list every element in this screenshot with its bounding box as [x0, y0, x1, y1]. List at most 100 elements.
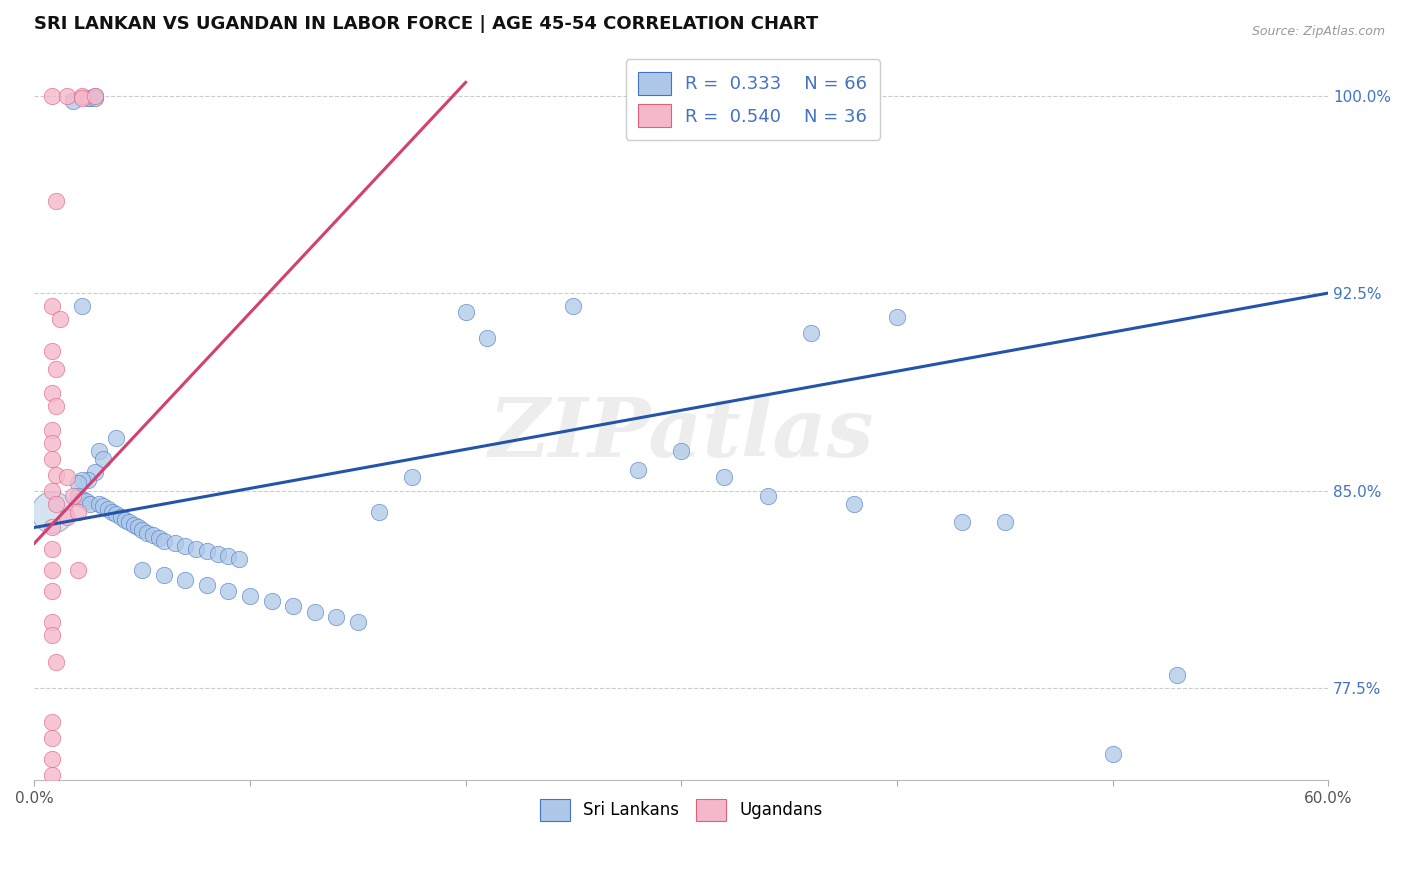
Point: [401, 470, 423, 484]
Point: [75, 494, 97, 508]
Text: Source: ZipAtlas.com: Source: ZipAtlas.com: [1251, 25, 1385, 38]
Point: [105, 508, 128, 522]
Point: [41, 452, 63, 467]
Point: [627, 462, 650, 476]
Point: [45, 194, 67, 208]
Point: [55, 88, 77, 103]
Point: [131, 523, 153, 537]
Point: [260, 594, 283, 608]
Point: [994, 515, 1017, 529]
Point: [41, 715, 63, 730]
Point: [83, 465, 105, 479]
Point: [195, 544, 218, 558]
Point: [41, 88, 63, 103]
Point: [325, 610, 347, 624]
Point: [49, 312, 72, 326]
Point: [346, 615, 368, 630]
Point: [41, 563, 63, 577]
Point: [101, 505, 124, 519]
Point: [66, 563, 89, 577]
Point: [62, 94, 84, 108]
Point: [713, 470, 735, 484]
Point: [304, 605, 326, 619]
Point: [454, 304, 477, 318]
Point: [41, 436, 63, 450]
Point: [207, 547, 229, 561]
Point: [66, 489, 89, 503]
Point: [66, 505, 89, 519]
Point: [45, 655, 67, 669]
Point: [756, 489, 779, 503]
Legend: Sri Lankans, Ugandans: Sri Lankans, Ugandans: [533, 792, 830, 827]
Point: [41, 583, 63, 598]
Point: [41, 615, 63, 630]
Point: [217, 583, 239, 598]
Point: [79, 91, 101, 105]
Point: [41, 520, 63, 534]
Point: [122, 517, 145, 532]
Text: SRI LANKAN VS UGANDAN IN LABOR FORCE | AGE 45-54 CORRELATION CHART: SRI LANKAN VS UGANDAN IN LABOR FORCE | A…: [34, 15, 818, 33]
Point: [239, 589, 262, 603]
Point: [77, 91, 100, 105]
Point: [131, 563, 153, 577]
Point: [228, 552, 250, 566]
Point: [41, 386, 63, 401]
Point: [70, 88, 93, 103]
Point: [148, 531, 170, 545]
Point: [45, 362, 67, 376]
Point: [152, 567, 174, 582]
Point: [671, 444, 693, 458]
Point: [41, 483, 63, 498]
Text: ZIPatlas: ZIPatlas: [488, 393, 875, 474]
Point: [842, 497, 865, 511]
Point: [105, 431, 128, 445]
Point: [368, 505, 391, 519]
Point: [562, 299, 585, 313]
Point: [950, 515, 973, 529]
Point: [163, 536, 186, 550]
Point: [77, 473, 100, 487]
Point: [83, 88, 105, 103]
Point: [41, 787, 63, 801]
Point: [217, 549, 239, 564]
Point: [1101, 747, 1123, 761]
Point: [41, 505, 63, 519]
Point: [70, 491, 93, 506]
Point: [79, 497, 101, 511]
Point: [41, 423, 63, 437]
Point: [1166, 668, 1188, 682]
Point: [66, 475, 89, 490]
Point: [70, 473, 93, 487]
Point: [477, 331, 499, 345]
Point: [70, 299, 93, 313]
Point: [184, 541, 207, 556]
Point: [41, 628, 63, 642]
Point: [174, 573, 197, 587]
Point: [174, 539, 197, 553]
Point: [135, 525, 157, 540]
Point: [87, 444, 110, 458]
Point: [110, 510, 132, 524]
Point: [195, 578, 218, 592]
Point: [55, 470, 77, 484]
Point: [41, 752, 63, 766]
Point: [886, 310, 908, 324]
Point: [83, 88, 105, 103]
Point: [41, 768, 63, 782]
Point: [114, 512, 136, 526]
Point: [45, 400, 67, 414]
Point: [62, 489, 84, 503]
Point: [152, 533, 174, 548]
Point: [70, 91, 93, 105]
Point: [142, 528, 165, 542]
Point: [281, 599, 304, 614]
Point: [97, 502, 120, 516]
Point: [45, 497, 67, 511]
Point: [127, 520, 149, 534]
Point: [118, 515, 141, 529]
Point: [45, 467, 67, 482]
Point: [87, 497, 110, 511]
Point: [41, 344, 63, 359]
Point: [93, 452, 115, 467]
Point: [41, 541, 63, 556]
